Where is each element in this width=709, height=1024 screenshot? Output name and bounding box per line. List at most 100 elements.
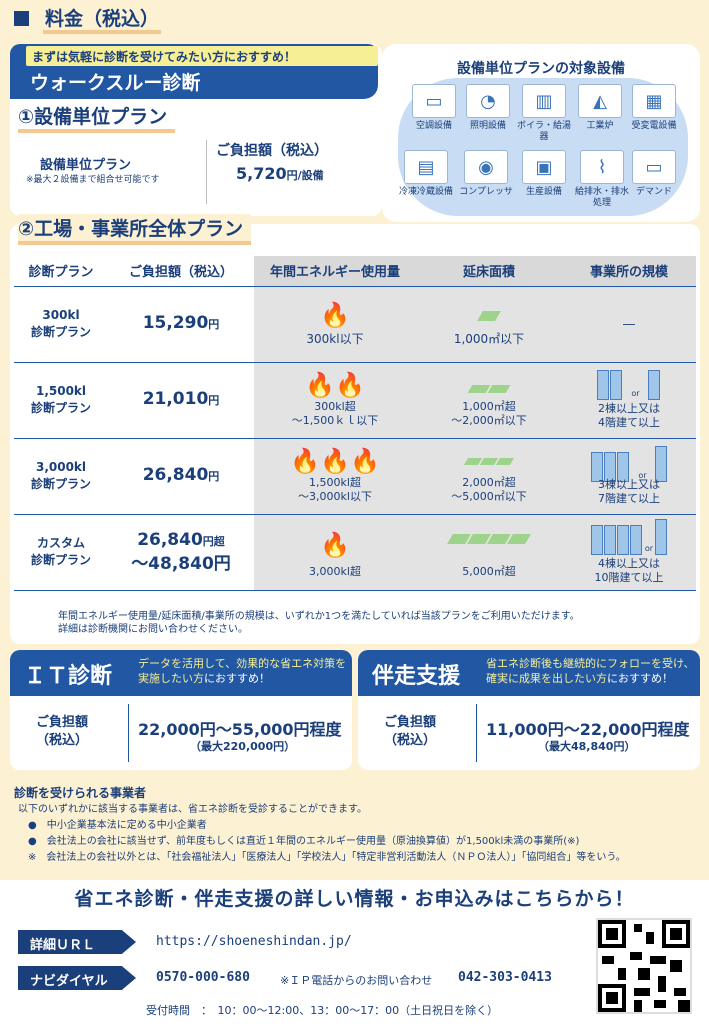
table-header: 年間エネルギー使用量 bbox=[254, 256, 416, 287]
equipment-label: 生産設備 bbox=[525, 187, 562, 197]
table-row: 3,000kl 診断プラン 26,840円 🔥🔥🔥 1,500kl超 ～3,000kl… bbox=[14, 438, 696, 515]
plan-name: カスタム bbox=[36, 536, 85, 550]
flame-icon: 🔥 bbox=[320, 300, 350, 329]
floor-area-icon bbox=[477, 310, 501, 321]
support-cost-label: ご負担額 （税込） bbox=[384, 715, 437, 748]
contact-title: 省エネ診断・伴走支援の詳しい情報・お申込みはこちらから！ bbox=[74, 888, 635, 910]
qr-code[interactable] bbox=[596, 918, 692, 1014]
equipment-item: ▭ 空調設備 bbox=[406, 84, 462, 132]
table-header: ご負担額（税込） bbox=[108, 256, 254, 287]
eligibility-title: 診断を受けられる事業者 bbox=[14, 786, 147, 800]
plan1-divider bbox=[206, 140, 207, 204]
qr-code-icon bbox=[598, 920, 690, 1012]
url-label: 詳細ＵＲＬ bbox=[18, 930, 136, 954]
table-header: 事業所の規模 bbox=[562, 256, 696, 287]
plan2-table: 診断プラン ご負担額（税込） 年間エネルギー使用量 延床面積 事業所の規模 30… bbox=[14, 256, 696, 591]
equipment-item: ⌇ 給排水・排水処理 bbox=[574, 150, 630, 209]
it-title: ＩＴ診断 bbox=[24, 664, 113, 689]
lightbulb-icon: ◔ bbox=[466, 84, 510, 118]
equipment-item: ▣ 生産設備 bbox=[516, 150, 572, 198]
table-header: 延床面積 bbox=[416, 256, 562, 287]
walkthrough-title: ウォークスルー診断 bbox=[30, 72, 201, 94]
dial-label: ナビダイヤル bbox=[18, 966, 136, 990]
flame-icon: 🔥🔥 bbox=[305, 371, 365, 399]
plan-name: 診断プラン bbox=[30, 325, 91, 339]
substation-icon: ▦ bbox=[632, 84, 676, 118]
support-max: （最大48,840円） bbox=[538, 740, 636, 753]
eligibility-body: 以下のいずれかに該当する事業者は、省エネ診断を受診することができます。 ● 中小… bbox=[18, 802, 626, 866]
equipment-label: コンプレッサ bbox=[459, 187, 513, 197]
plan-cost: 15,290円 bbox=[142, 313, 220, 333]
detail-url-link[interactable]: https://shoeneshindan.jp/ bbox=[156, 934, 352, 949]
water-icon: ⌇ bbox=[580, 150, 624, 184]
support-cost: 11,000円～22,000円程度 bbox=[486, 720, 690, 739]
equipment-item: ◔ 照明設備 bbox=[460, 84, 516, 132]
ip-note: ※ＩＰ電話からのお問い合わせ bbox=[280, 974, 433, 987]
equipment-item: ▥ ボイラ・給湯器 bbox=[516, 84, 572, 143]
table-header-row: 診断プラン ご負担額（税込） 年間エネルギー使用量 延床面積 事業所の規模 bbox=[14, 256, 696, 287]
plan1-label: 設備単位プラン bbox=[40, 158, 132, 173]
dial-number: 0570-000-680 bbox=[156, 970, 250, 985]
table-header: 診断プラン bbox=[14, 256, 108, 287]
support-header bbox=[358, 650, 700, 696]
freezer-icon: ▤ bbox=[404, 150, 448, 184]
business-hours: 受付時間 ： 10：00～12:00、13：00～17：00（土日祝日を除く） bbox=[146, 1004, 499, 1017]
equipment-label: 給排水・排水処理 bbox=[574, 187, 629, 208]
support-desc: 省エネ診断後も継続的にフォローを受け、確実に成果を出したい方におすすめ！ bbox=[486, 657, 695, 685]
flame-icon: 🔥🔥🔥 bbox=[290, 447, 380, 475]
it-divider bbox=[128, 704, 129, 762]
aircon-icon: ▭ bbox=[412, 84, 456, 118]
boiler-icon: ▥ bbox=[522, 84, 566, 118]
support-card: 伴走支援 省エネ診断後も継続的にフォローを受け、確実に成果を出したい方におすすめ… bbox=[358, 650, 700, 770]
plan-name: 1,500kl bbox=[35, 384, 87, 398]
it-header bbox=[10, 650, 352, 696]
table-row: 1,500kl 診断プラン 21,010円 🔥🔥 300kl超 ～1,500ｋｌ以下 … bbox=[14, 362, 696, 439]
plan-name: 300kl bbox=[42, 308, 80, 322]
plan-name: 3,000kl bbox=[35, 460, 87, 474]
it-desc: データを活用して、効果的な省エネ対策を実施したい方におすすめ！ bbox=[138, 657, 347, 685]
plan-name: 診断プラン bbox=[30, 477, 91, 491]
it-card: ＩＴ診断 データを活用して、効果的な省エネ対策を実施したい方におすすめ！ ご負担… bbox=[10, 650, 352, 770]
plan1-cost: 5,720円/設備 bbox=[236, 164, 324, 183]
equipment-item: ◭ 工業炉 bbox=[572, 84, 628, 132]
walkthrough-subtitle: まずは気軽に診断を受けてみたい方におすすめ！ bbox=[26, 46, 378, 66]
building-icon bbox=[597, 370, 610, 400]
compressor-icon: ◉ bbox=[464, 150, 508, 184]
demand-icon: ▭ bbox=[632, 150, 676, 184]
equipment-label: デマンド bbox=[635, 187, 672, 197]
plan1-title: ①設備単位プラン bbox=[18, 102, 176, 133]
equipment-item: ▤ 冷凍冷蔵設備 bbox=[398, 150, 454, 198]
scale-text: ― bbox=[623, 317, 635, 331]
equipment-label: 冷凍冷蔵設備 bbox=[398, 187, 453, 197]
equipment-item: ▦ 受変電設備 bbox=[626, 84, 682, 132]
support-title: 伴走支援 bbox=[372, 664, 461, 689]
title-square-icon bbox=[14, 11, 29, 26]
ip-number: 042-303-0413 bbox=[458, 970, 552, 985]
building-icon bbox=[591, 452, 604, 482]
plan2-note: 年間エネルギー使用量/延床面積/事業所の規模は、いずれか1つを満たしていれば当該… bbox=[58, 611, 580, 635]
plan1-cost-label: ご負担額（税込） bbox=[216, 143, 328, 159]
table-row: カスタム 診断プラン 26,840円超 ～48,840円 🔥 3,000kl超 5,0… bbox=[14, 514, 696, 591]
equipment-label: 受変電設備 bbox=[631, 121, 677, 131]
section-title: 料金（税込） bbox=[14, 4, 162, 34]
flame-icon: 🔥 bbox=[320, 531, 350, 559]
it-cost: 22,000円～55,000円程度 bbox=[138, 720, 342, 739]
plan-cost-max: ～48,840円 bbox=[131, 554, 231, 574]
plan-cost: 26,840円 bbox=[142, 465, 220, 485]
list-item: ● 中小企業基本法に定める中小企業者 bbox=[28, 820, 207, 831]
equipment-item: ▭ デマンド bbox=[626, 150, 682, 198]
plan-cost: 21,010円 bbox=[142, 389, 220, 409]
equipment-item: ◉ コンプレッサ bbox=[458, 150, 514, 198]
energy-text: 300kl以下 bbox=[306, 331, 364, 346]
it-cost-label: ご負担額 （税込） bbox=[36, 715, 89, 748]
area-text: 1,000㎡以下 bbox=[453, 331, 525, 346]
eligibility-note: ※ 会社法上の会社以外とは、「社会福祉法人」「医療法人」「学校法人」「特定非営利… bbox=[28, 852, 626, 863]
production-icon: ▣ bbox=[522, 150, 566, 184]
support-divider bbox=[476, 704, 477, 762]
plan-name: 診断プラン bbox=[30, 553, 91, 567]
plan-name: 診断プラン bbox=[30, 401, 91, 415]
list-item: ● 会社法上の会社に該当せず、前年度もしくは直近１年間のエネルギー使用量（原油換… bbox=[28, 836, 580, 847]
equipment-label: 空調設備 bbox=[415, 121, 452, 131]
equipment-label: 工業炉 bbox=[586, 121, 614, 131]
equipment-title: 設備単位プランの対象設備 bbox=[457, 61, 625, 77]
